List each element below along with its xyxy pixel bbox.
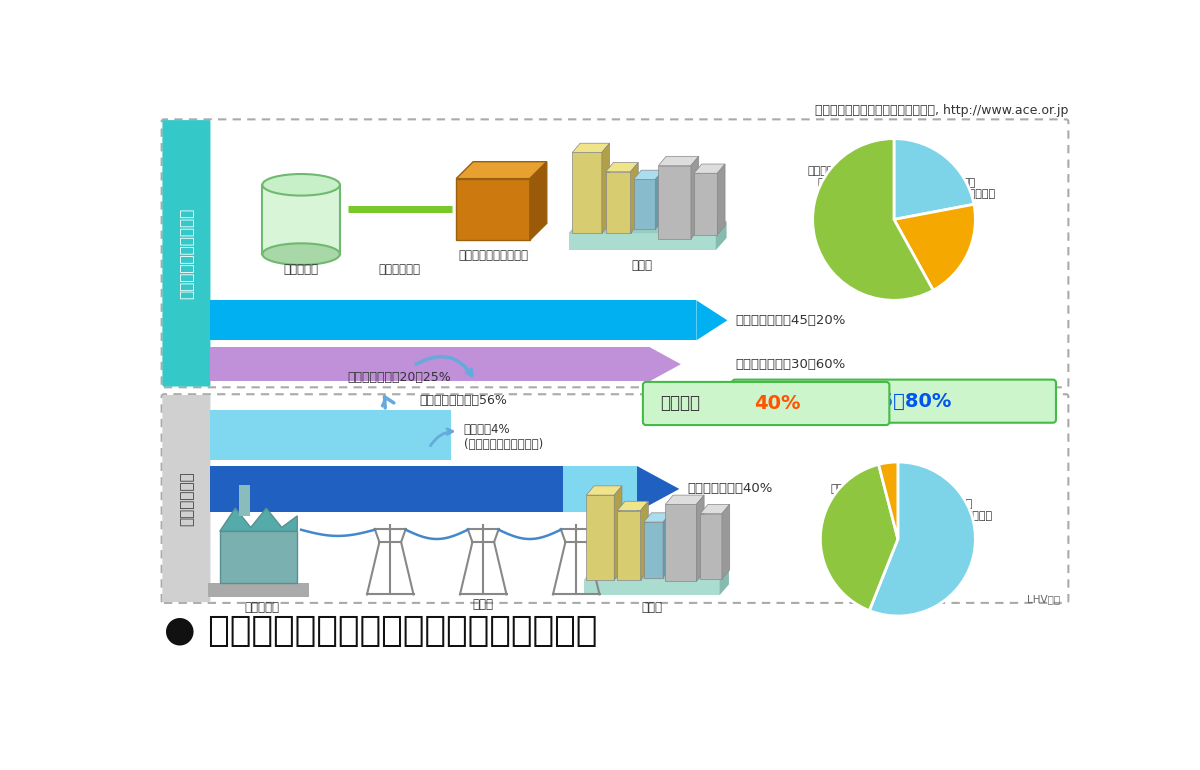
FancyBboxPatch shape <box>643 382 889 425</box>
Polygon shape <box>694 164 725 173</box>
Polygon shape <box>696 300 727 340</box>
FancyBboxPatch shape <box>563 466 637 512</box>
Text: 火力発電所: 火力発電所 <box>245 601 280 614</box>
Polygon shape <box>220 508 298 531</box>
Text: 電気エネルギー45～20%: 電気エネルギー45～20% <box>736 314 846 326</box>
Ellipse shape <box>263 243 340 265</box>
Polygon shape <box>696 495 704 581</box>
FancyBboxPatch shape <box>162 394 1068 603</box>
Text: 75～80%: 75～80% <box>866 392 953 410</box>
Polygon shape <box>587 495 614 580</box>
Wedge shape <box>894 139 974 219</box>
Text: 送電線: 送電線 <box>473 598 493 611</box>
Text: コージェネレーション: コージェネレーション <box>179 208 194 299</box>
Text: 利用困難な
廃熱: 利用困難な 廃熱 <box>830 484 864 505</box>
FancyBboxPatch shape <box>210 466 637 512</box>
Text: 需要地: 需要地 <box>641 601 662 614</box>
Polygon shape <box>572 143 610 152</box>
FancyBboxPatch shape <box>569 233 715 250</box>
Polygon shape <box>720 569 728 595</box>
Text: 総合効率: 総合効率 <box>660 394 700 413</box>
Polygon shape <box>659 166 691 239</box>
Polygon shape <box>617 501 648 511</box>
Polygon shape <box>665 504 696 581</box>
Text: 電気
エネルギー: 電気 エネルギー <box>962 178 995 199</box>
Wedge shape <box>878 462 898 539</box>
Polygon shape <box>569 221 727 233</box>
Text: ガス製造所: ガス製造所 <box>283 263 319 276</box>
Text: 熱エネルギー: 熱エネルギー <box>889 273 929 282</box>
Polygon shape <box>655 170 664 229</box>
Text: パイプライン: パイプライン <box>378 263 420 276</box>
Text: 利用困難な廃熱20～25%: 利用困難な廃熱20～25% <box>348 371 451 383</box>
Text: 利用困難な
廃熱: 利用困難な 廃熱 <box>808 166 841 188</box>
Polygon shape <box>659 156 698 166</box>
Polygon shape <box>634 170 664 179</box>
FancyBboxPatch shape <box>732 380 1056 423</box>
Text: 総合損失: 総合損失 <box>893 592 919 601</box>
Text: 総合損失4%
(所内損失・送電損失等): 総合損失4% (所内損失・送電損失等) <box>464 424 544 451</box>
Polygon shape <box>715 221 727 250</box>
Polygon shape <box>456 179 529 240</box>
Text: コージェネレーション: コージェネレーション <box>458 249 528 263</box>
Polygon shape <box>701 514 722 579</box>
Polygon shape <box>643 522 664 578</box>
Text: 電気エネルギー40%: 電気エネルギー40% <box>688 483 773 495</box>
Polygon shape <box>630 162 638 233</box>
Polygon shape <box>587 486 622 495</box>
FancyBboxPatch shape <box>162 119 1068 387</box>
Polygon shape <box>694 173 718 235</box>
Polygon shape <box>634 179 655 229</box>
Polygon shape <box>650 347 680 381</box>
Polygon shape <box>664 513 671 578</box>
Polygon shape <box>722 504 730 579</box>
Polygon shape <box>637 466 679 512</box>
FancyBboxPatch shape <box>162 120 210 387</box>
Ellipse shape <box>263 174 340 196</box>
Text: 出所：コージェネ財団ホームページ, http://www.ace.or.jp: 出所：コージェネ財団ホームページ, http://www.ace.or.jp <box>815 104 1068 117</box>
Polygon shape <box>641 501 648 580</box>
Text: 需要地: 需要地 <box>631 259 653 273</box>
Text: 電気
エネルギー: 電気 エネルギー <box>960 499 994 521</box>
Polygon shape <box>606 162 638 172</box>
Polygon shape <box>643 513 671 522</box>
Text: 従来システム: 従来システム <box>179 471 194 526</box>
FancyBboxPatch shape <box>239 485 250 516</box>
Polygon shape <box>718 164 725 235</box>
Text: LHV基準: LHV基準 <box>1027 594 1061 604</box>
FancyBboxPatch shape <box>210 347 650 381</box>
Polygon shape <box>614 486 622 580</box>
FancyBboxPatch shape <box>263 185 340 254</box>
FancyBboxPatch shape <box>210 410 451 460</box>
Text: ● 熱も使う地産地消化により省エネになる: ● 熱も使う地産地消化により省エネになる <box>164 614 598 648</box>
Text: 熱エネルギー　30～60%: 熱エネルギー 30～60% <box>736 358 845 370</box>
FancyBboxPatch shape <box>584 580 720 595</box>
Polygon shape <box>456 162 547 179</box>
Polygon shape <box>602 143 610 233</box>
Wedge shape <box>894 204 976 290</box>
FancyBboxPatch shape <box>210 300 696 340</box>
Polygon shape <box>572 152 602 233</box>
Polygon shape <box>529 162 547 240</box>
Polygon shape <box>584 569 728 580</box>
Wedge shape <box>821 464 898 611</box>
Polygon shape <box>691 156 698 239</box>
Polygon shape <box>665 495 704 504</box>
Polygon shape <box>617 511 641 580</box>
FancyBboxPatch shape <box>162 395 210 602</box>
Text: 40%: 40% <box>755 394 802 413</box>
Wedge shape <box>869 462 976 616</box>
Polygon shape <box>220 531 298 583</box>
Text: 総合効率: 総合効率 <box>751 392 791 410</box>
Text: 利用されない廃熱56%: 利用されない廃熱56% <box>420 394 508 407</box>
Wedge shape <box>812 139 934 300</box>
Polygon shape <box>606 172 630 233</box>
FancyBboxPatch shape <box>208 583 308 597</box>
Polygon shape <box>701 504 730 514</box>
